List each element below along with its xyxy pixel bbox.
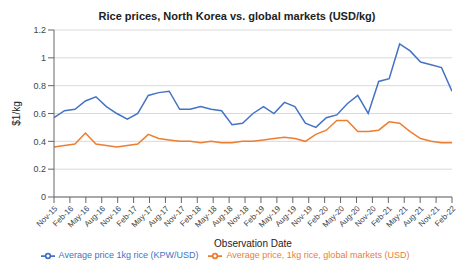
svg-text:0.8: 0.8 — [33, 81, 46, 91]
svg-text:Feb-22: Feb-22 — [433, 204, 458, 229]
svg-text:Feb-19: Feb-19 — [242, 204, 267, 229]
svg-text:Nov-15: Nov-15 — [34, 204, 60, 229]
html-text:Average price 1kg rice (KPW/US: Average price 1kg rice (KPW/USD) — [58, 250, 199, 261]
svg-text:0.4: 0.4 — [33, 137, 46, 147]
svg-text:0: 0 — [41, 192, 46, 202]
svg-text:Aug-21: Aug-21 — [401, 204, 426, 229]
svg-text:1: 1 — [41, 53, 46, 63]
svg-text:Observation Date: Observation Date — [214, 238, 292, 249]
svg-text:Aug-16: Aug-16 — [82, 204, 108, 229]
svg-text:May-19: May-19 — [257, 204, 283, 230]
svg-text:Feb-18: Feb-18 — [178, 204, 203, 229]
svg-text:1.2: 1.2 — [33, 25, 46, 35]
svg-text:Aug-20: Aug-20 — [337, 204, 362, 229]
svg-text:Feb-21: Feb-21 — [369, 204, 394, 229]
html-text:Rice prices, North Korea vs. g: Rice prices, North Korea vs. global mark… — [98, 10, 376, 22]
svg-text:May-21: May-21 — [384, 204, 410, 230]
html-text:Average price, 1kg rice, globa: Average price, 1kg rice, global markets … — [226, 250, 410, 261]
svg-text:Nov-20: Nov-20 — [353, 204, 378, 229]
svg-text:Aug-18: Aug-18 — [209, 204, 235, 229]
svg-text:Aug-19: Aug-19 — [273, 204, 299, 229]
svg-text:Feb-20: Feb-20 — [305, 204, 331, 229]
svg-text:Nov-18: Nov-18 — [225, 204, 251, 229]
svg-text:May-20: May-20 — [320, 204, 346, 230]
svg-text:$1/kg: $1/kg — [11, 101, 22, 125]
svg-text:May-17: May-17 — [129, 204, 155, 230]
svg-text:Nov-19: Nov-19 — [289, 204, 315, 229]
svg-text:Nov-16: Nov-16 — [98, 204, 124, 229]
svg-text:Feb-16: Feb-16 — [51, 204, 76, 229]
svg-text:0.2: 0.2 — [33, 164, 46, 174]
svg-text:May-18: May-18 — [193, 204, 219, 230]
svg-text:Feb-17: Feb-17 — [114, 204, 139, 229]
svg-text:0.6: 0.6 — [33, 109, 46, 119]
svg-text:May-16: May-16 — [66, 204, 92, 230]
svg-text:Nov-17: Nov-17 — [162, 204, 187, 229]
svg-text:Aug-17: Aug-17 — [146, 204, 171, 229]
svg-text:Nov-21: Nov-21 — [416, 204, 442, 229]
